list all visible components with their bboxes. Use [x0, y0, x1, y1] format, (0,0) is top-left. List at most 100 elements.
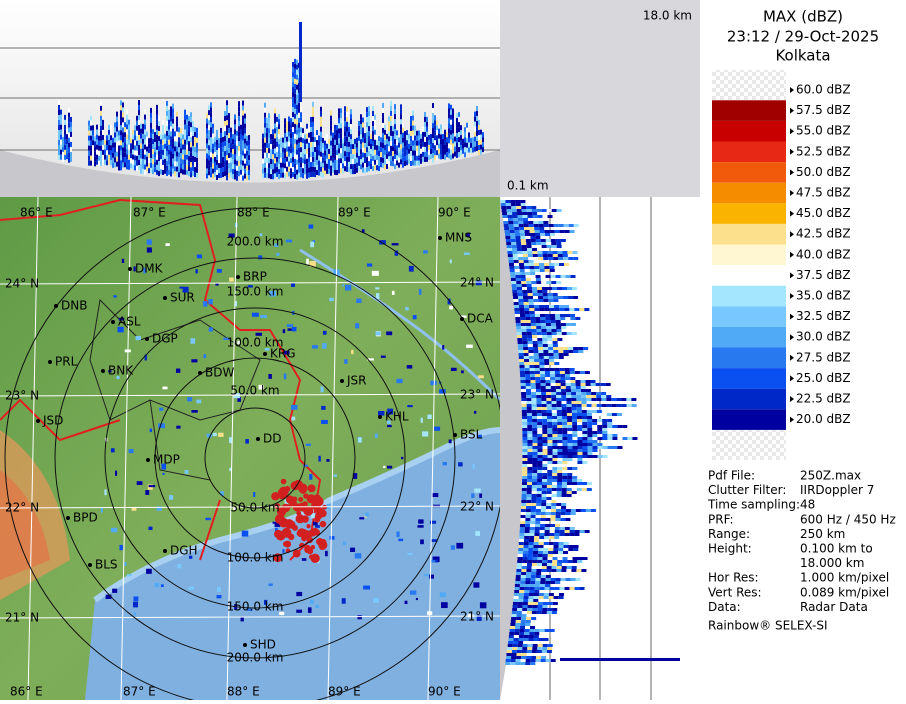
echo: [512, 290, 518, 293]
echo: [559, 371, 565, 374]
echo: [591, 410, 597, 413]
echo: [576, 401, 582, 404]
echo: [226, 135, 228, 141]
echo: [542, 428, 548, 431]
echo: [566, 398, 572, 401]
echo: [526, 284, 532, 287]
echo: [517, 218, 523, 221]
echo: [474, 488, 481, 493]
echo: [304, 139, 306, 145]
echo: [547, 425, 553, 428]
echo: [535, 515, 541, 518]
echo: [572, 467, 578, 470]
echo: [551, 326, 557, 329]
echo: [530, 275, 536, 278]
echo: [537, 560, 543, 563]
echo: [418, 150, 420, 156]
echo: [312, 101, 314, 107]
echo: [282, 167, 284, 173]
echo: [475, 280, 482, 286]
echo: [238, 101, 240, 107]
echo: [456, 112, 458, 118]
echo: [324, 165, 326, 171]
echo: [384, 159, 386, 165]
echo: [526, 488, 532, 491]
echo: [572, 557, 578, 560]
echo: [228, 158, 230, 164]
echo: [529, 587, 535, 590]
echo: [511, 617, 517, 620]
echo: [302, 168, 304, 174]
echo: [410, 121, 412, 127]
echo: [238, 161, 240, 167]
echo: [530, 233, 536, 236]
echo: [563, 347, 569, 350]
echo: [234, 139, 236, 145]
echo: [444, 149, 446, 155]
echo: [376, 150, 378, 156]
info-value: 250 km: [800, 527, 845, 541]
echo: [571, 392, 577, 395]
station-label: SUR: [170, 291, 195, 305]
echo: [539, 584, 545, 587]
echo: [414, 130, 416, 136]
echo: [144, 169, 146, 175]
echo: [529, 368, 535, 371]
echo: [607, 422, 613, 425]
echo: [156, 164, 158, 170]
echo: [310, 167, 312, 173]
echo: [430, 149, 432, 155]
echo: [542, 440, 548, 443]
echo: [538, 296, 544, 299]
echo: [440, 149, 442, 155]
echo: [519, 590, 525, 593]
echo: [128, 139, 130, 145]
echo: [432, 118, 434, 124]
echo: [567, 428, 573, 431]
echo: [442, 345, 445, 350]
echo: [550, 323, 556, 326]
echo: [276, 151, 278, 157]
echo: [532, 482, 538, 485]
echo: [268, 158, 270, 164]
echo: [527, 248, 533, 251]
echo: [582, 437, 588, 440]
echo: [296, 159, 298, 165]
echo: [158, 171, 160, 177]
echo: [535, 524, 541, 527]
echo: [521, 617, 527, 620]
echo: [597, 422, 603, 425]
echo: [156, 119, 158, 125]
echo: [512, 248, 518, 251]
echo: [542, 446, 548, 449]
echo: [522, 422, 528, 425]
echo: [412, 135, 414, 141]
echo: [274, 158, 276, 164]
echo: [206, 128, 208, 134]
echo: [534, 227, 540, 230]
echo: [562, 254, 568, 257]
echo: [306, 258, 309, 265]
echo: [612, 446, 618, 449]
echo: [266, 122, 268, 128]
echo: [513, 638, 519, 641]
echo: [515, 317, 521, 320]
echo: [543, 593, 549, 596]
echo: [216, 154, 218, 160]
echo: [587, 443, 593, 446]
echo: [444, 134, 446, 140]
echo: [174, 146, 176, 152]
echo: [94, 146, 96, 152]
echo: [519, 311, 525, 314]
echo: [521, 401, 527, 404]
echo: [364, 138, 366, 144]
echo: [316, 170, 318, 176]
echo: [166, 100, 168, 106]
echo: [566, 566, 572, 569]
echo: [539, 308, 545, 311]
echo: [550, 386, 556, 389]
echo: [208, 327, 213, 332]
echo: [262, 153, 264, 159]
echo: [314, 157, 316, 163]
echo: [294, 68, 296, 74]
